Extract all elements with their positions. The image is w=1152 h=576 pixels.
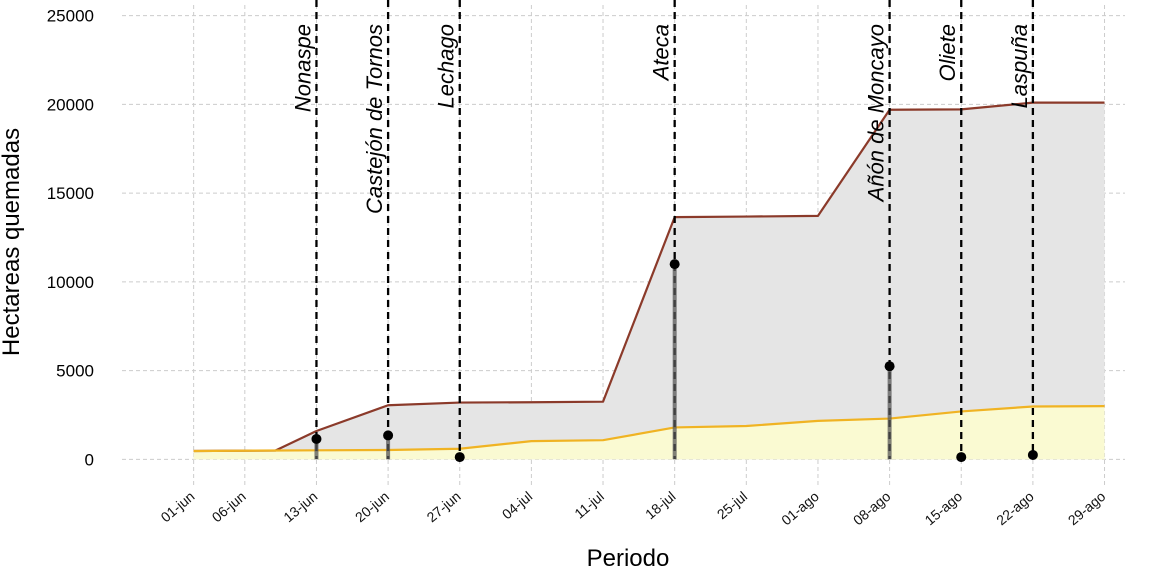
x-tick-label: 25-jul <box>714 488 751 522</box>
series-line-2 <box>193 405 1105 453</box>
x-tick-label: 20-jun <box>352 488 392 525</box>
x-tick-label: 01-jun <box>157 488 197 525</box>
series-lines <box>193 101 1105 453</box>
x-tick-label: 04-jul <box>499 488 536 522</box>
x-tick-label: 15-ago <box>921 488 965 528</box>
x-tick-label: 11-jul <box>571 488 607 522</box>
y-tick-label: 0 <box>85 450 94 469</box>
x-tick-label: 06-jun <box>209 488 249 525</box>
event-point <box>311 433 322 444</box>
x-axis-title: Periodo <box>587 545 670 572</box>
x-tick-label: 29-ago <box>1065 488 1109 528</box>
x-tick-label: 18-jul <box>642 488 679 522</box>
event-label: Nonaspe <box>290 24 315 112</box>
event-point <box>1027 449 1038 460</box>
x-axis-ticks: 01-jun 06-jun 13-jun 20-jun 27-jun 04-jul 11-j… <box>157 488 1108 528</box>
x-tick-label: 22-ago <box>993 488 1037 528</box>
y-axis-ticks: 0 5000 10000 15000 20000 25000 <box>47 7 94 470</box>
event-label: Lechago <box>434 24 459 108</box>
y-tick-label: 20000 <box>47 95 94 114</box>
y-tick-label: 5000 <box>56 362 94 381</box>
event-label: Castejón de Tornos <box>362 24 387 214</box>
event-label: Ateca <box>649 24 674 82</box>
event-point <box>669 259 680 270</box>
event-point <box>383 430 394 441</box>
series-line-1 <box>193 101 1105 453</box>
y-axis-title: Hectareas quemadas <box>0 128 25 356</box>
event-point <box>956 452 967 463</box>
event-markers: Nonaspe Castejón de Tornos Lechago Ateca Añó… <box>290 0 1038 463</box>
y-tick-label: 15000 <box>47 184 94 203</box>
y-tick-label: 25000 <box>47 7 94 26</box>
event-label: Añón de Moncayo <box>864 24 889 203</box>
x-tick-label: 01-ago <box>778 488 822 528</box>
event-label: Oliete <box>935 24 960 81</box>
x-tick-label: 13-jun <box>280 488 320 525</box>
series-area-1 <box>193 102 1105 460</box>
y-tick-label: 10000 <box>47 273 94 292</box>
event-point <box>884 361 895 372</box>
x-tick-label: 08-ago <box>850 488 894 528</box>
event-label: Laspuña <box>1007 24 1032 108</box>
x-tick-label: 27-jun <box>424 488 464 525</box>
event-point <box>454 452 465 463</box>
